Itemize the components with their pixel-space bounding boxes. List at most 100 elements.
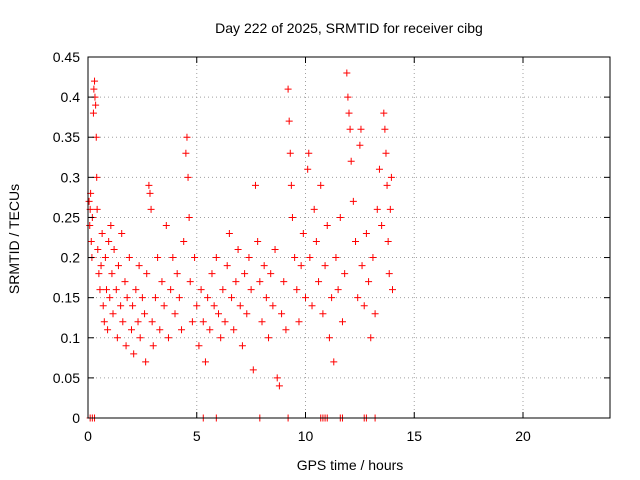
data-point (321, 262, 329, 270)
data-point (169, 254, 177, 262)
data-point (284, 85, 292, 93)
data-point (105, 238, 113, 246)
data-point (249, 366, 257, 374)
data-point (371, 310, 379, 318)
y-tick-label: 0.45 (53, 49, 80, 65)
data-point (96, 286, 104, 294)
data-point (206, 326, 214, 334)
data-point (136, 334, 144, 342)
data-point (381, 125, 389, 133)
data-point (288, 213, 296, 221)
data-point (104, 326, 112, 334)
data-point (95, 270, 103, 278)
data-point (273, 374, 281, 382)
data-point (162, 221, 170, 229)
data-point (204, 294, 212, 302)
data-point (223, 262, 231, 270)
y-tick-label: 0.4 (61, 89, 81, 105)
data-point (357, 125, 365, 133)
data-point (384, 238, 392, 246)
data-point (175, 294, 183, 302)
data-point (100, 318, 108, 326)
y-tick-label: 0.2 (61, 250, 81, 266)
data-point (360, 302, 368, 310)
data-point (349, 197, 357, 205)
data-point (341, 270, 349, 278)
data-point (265, 334, 273, 342)
data-point (99, 302, 107, 310)
data-point (262, 294, 270, 302)
data-point (305, 149, 313, 157)
data-point (94, 246, 102, 254)
data-point (191, 254, 199, 262)
data-points (85, 69, 396, 422)
data-point (149, 342, 157, 350)
data-point (245, 254, 253, 262)
data-point (228, 294, 236, 302)
x-tick-label: 20 (515, 428, 531, 444)
data-point (225, 229, 233, 237)
data-point (256, 278, 264, 286)
data-point (293, 286, 301, 294)
data-point (295, 318, 303, 326)
data-point (92, 101, 100, 109)
data-point (117, 302, 125, 310)
data-point (378, 221, 386, 229)
data-point (132, 286, 140, 294)
data-point (85, 197, 93, 205)
data-point (297, 262, 305, 270)
data-point (369, 254, 377, 262)
data-point (123, 294, 131, 302)
y-tick-label: 0.25 (53, 209, 80, 225)
data-point (138, 294, 146, 302)
data-point (275, 382, 283, 390)
data-point (241, 270, 249, 278)
data-point (122, 342, 130, 350)
data-point (173, 270, 181, 278)
data-point (330, 358, 338, 366)
x-tick-label: 15 (406, 428, 422, 444)
data-point (373, 205, 381, 213)
data-point (346, 125, 354, 133)
x-axis-tick-labels: 0 5 10 15 20 (84, 428, 531, 444)
data-point (221, 318, 229, 326)
y-tick-label: 0 (72, 410, 80, 426)
data-point (306, 254, 314, 262)
data-point (93, 173, 101, 181)
data-point (299, 229, 307, 237)
data-point (158, 278, 166, 286)
chart-title: Day 222 of 2025, SRMTID for receiver cib… (215, 20, 483, 36)
data-point (312, 238, 320, 246)
data-point (380, 109, 388, 117)
data-point (135, 262, 143, 270)
data-point (93, 205, 101, 213)
data-point (210, 302, 218, 310)
data-point (336, 213, 344, 221)
data-point (199, 318, 207, 326)
data-point (134, 318, 142, 326)
data-point (258, 318, 266, 326)
data-point (287, 181, 295, 189)
data-point (201, 358, 209, 366)
data-point (98, 229, 106, 237)
axis-ticks (87, 56, 610, 419)
data-point (167, 286, 175, 294)
data-point (358, 262, 366, 270)
data-point (164, 334, 172, 342)
data-point (383, 181, 391, 189)
data-point (343, 69, 351, 77)
data-point (382, 149, 390, 157)
data-point (319, 310, 327, 318)
data-point (354, 294, 362, 302)
data-point (188, 318, 196, 326)
data-point (243, 310, 251, 318)
y-tick-label: 0.15 (53, 290, 80, 306)
data-point (151, 294, 159, 302)
data-point (234, 246, 242, 254)
data-point (217, 334, 225, 342)
data-point (109, 310, 117, 318)
y-tick-label: 0.05 (53, 370, 80, 386)
data-point (267, 270, 275, 278)
data-point (89, 109, 97, 117)
data-point (108, 270, 116, 278)
